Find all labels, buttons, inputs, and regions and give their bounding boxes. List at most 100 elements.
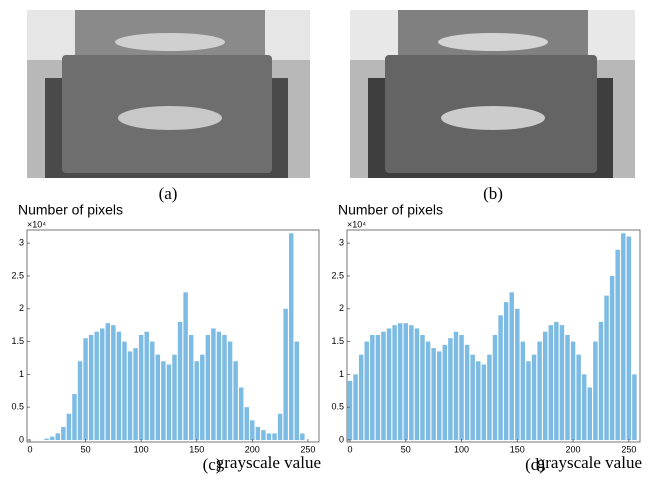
y-tick-label: 2 (339, 303, 344, 313)
bar (409, 325, 414, 440)
bar (116, 331, 122, 440)
bar (559, 325, 565, 440)
x-tick-label: 100 (134, 444, 149, 454)
bar (498, 315, 503, 440)
x-axis-label: grayscale value (216, 453, 321, 472)
bar (615, 249, 620, 440)
bar (105, 323, 111, 440)
y-tick-label: 1.5 (11, 336, 24, 346)
bar (476, 361, 481, 440)
bar (347, 380, 353, 440)
bar (150, 341, 155, 440)
caption: (c) (203, 455, 222, 474)
bar (632, 374, 637, 440)
y-multiplier: ×10⁴ (347, 219, 366, 229)
bar (381, 331, 386, 440)
bar (200, 354, 205, 440)
bar (227, 341, 233, 440)
bar (582, 374, 587, 440)
bar (44, 438, 49, 440)
y-tick-label: 2 (19, 303, 24, 313)
bar (542, 331, 548, 440)
bar (481, 364, 487, 440)
bar (133, 348, 138, 440)
axes-box (26, 229, 320, 443)
bar (386, 328, 392, 440)
bar (255, 426, 261, 440)
bar (122, 341, 127, 440)
bar (392, 325, 397, 440)
caption: (b) (483, 184, 503, 203)
bar (587, 387, 593, 440)
bar (283, 308, 288, 440)
bar (111, 325, 116, 440)
bar (155, 354, 161, 440)
y-tick-label: 0 (19, 434, 24, 444)
y-tick-label: 0.5 (11, 402, 24, 412)
bar (72, 394, 77, 440)
bar (453, 331, 459, 440)
photo-b (350, 10, 635, 178)
bar (138, 335, 144, 440)
bar (216, 331, 222, 440)
x-axis-label: grayscale value (537, 453, 642, 472)
bar (144, 331, 149, 440)
bar (503, 302, 509, 440)
bar (470, 354, 475, 440)
bar (172, 354, 177, 440)
bar (177, 321, 183, 440)
x-tick-label: 50 (81, 444, 91, 454)
bar (609, 275, 615, 440)
bar (205, 335, 211, 440)
caption: (a) (159, 184, 178, 203)
bar (166, 364, 172, 440)
bar (537, 341, 542, 440)
bar (554, 321, 559, 440)
y-multiplier: ×10⁴ (27, 219, 46, 229)
bar (50, 436, 55, 440)
bar (515, 308, 520, 440)
bar (364, 341, 369, 440)
bar (238, 387, 244, 440)
bar (183, 292, 188, 440)
bar (244, 407, 249, 440)
bar (222, 335, 227, 440)
bar (425, 341, 431, 440)
bar (233, 361, 238, 440)
bar (83, 338, 88, 440)
y-tick-label: 1 (339, 369, 344, 379)
bar (576, 354, 581, 440)
x-tick-label: 50 (401, 444, 411, 454)
x-tick-label: 200 (566, 444, 581, 454)
x-tick-label: 250 (300, 444, 315, 454)
bar (375, 335, 381, 440)
bar (288, 233, 294, 440)
bar (61, 426, 66, 440)
bar (431, 348, 436, 440)
photo-a (27, 10, 310, 178)
x-tick-label: 250 (621, 444, 636, 454)
y-tick-label: 1 (19, 369, 24, 379)
bar (570, 341, 576, 440)
bar (194, 361, 199, 440)
bar (353, 374, 358, 440)
bar (526, 361, 531, 440)
bar (266, 433, 272, 440)
y-tick-label: 1.5 (331, 336, 344, 346)
y-axis-label: Number of pixels (338, 202, 443, 218)
bar (94, 331, 99, 440)
y-tick-label: 2.5 (331, 270, 344, 280)
x-tick-label: 0 (347, 444, 352, 454)
bar (593, 341, 598, 440)
bar (464, 344, 470, 440)
y-tick-label: 0.5 (331, 402, 344, 412)
bar (509, 292, 514, 440)
bar (459, 335, 464, 440)
bar (127, 351, 133, 440)
bar (598, 321, 604, 440)
bar (442, 344, 448, 440)
bar (448, 338, 453, 440)
axes-box (346, 229, 641, 443)
bar (414, 328, 420, 440)
